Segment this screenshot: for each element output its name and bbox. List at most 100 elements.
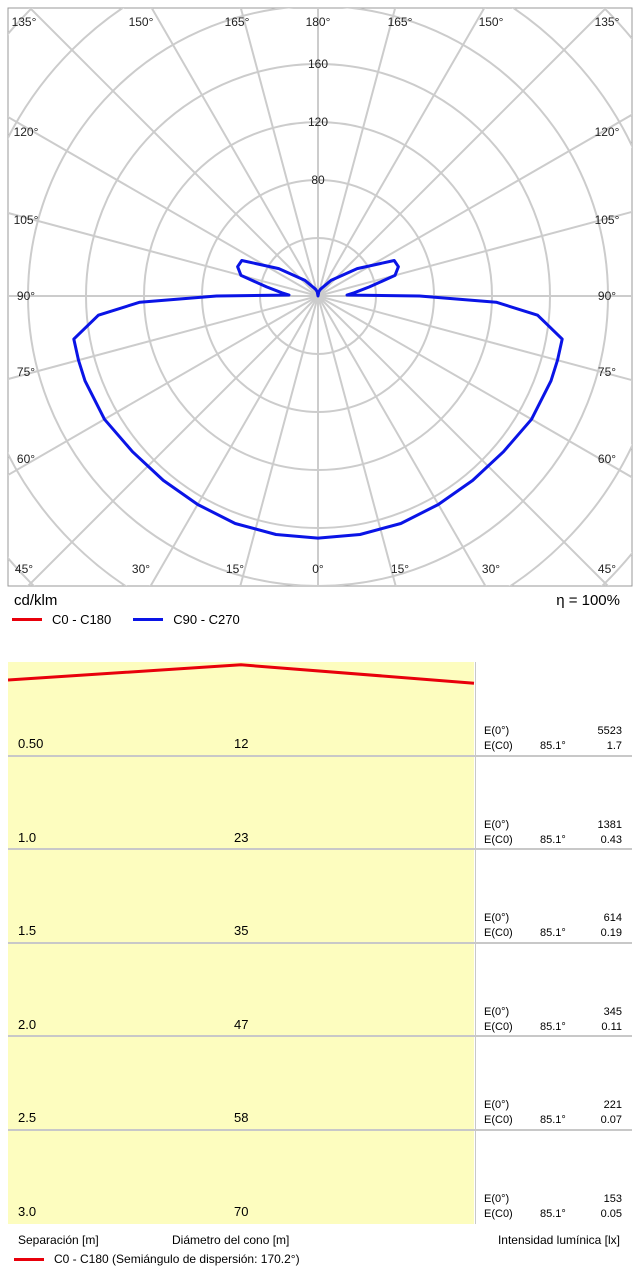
footer-diameter: Diámetro del cono [m] [172,1233,290,1247]
ec0-label: E(C0) [484,833,513,846]
diameter-value: 35 [234,923,249,939]
grid-spoke [28,8,319,297]
polar-grid [8,8,632,586]
ec0-value: 1.7 [606,740,622,752]
half-angle-line [8,663,475,685]
legend-label-c90: C90 - C270 [173,612,240,627]
diameter-value: 47 [234,1016,249,1032]
diameter-value: 58 [234,1110,249,1126]
grid-spoke [150,8,319,297]
row-separator [8,848,632,851]
legend-item-c90: C90 - C270 [133,612,240,627]
angle-label-left: 120° [14,125,39,139]
angle-label-left: 105° [14,213,39,227]
e0-label: E(0°) [484,1099,510,1112]
e0-label: E(0°) [484,1005,510,1018]
grid-spoke [317,8,608,297]
angle-label-left: 90° [17,289,35,303]
grid-spoke [317,295,397,586]
radial-tick-label: 160 [308,57,328,71]
grid-spoke [317,295,487,586]
ec0-label: E(C0) [484,740,513,752]
legend-label-c0: C0 - C180 [52,612,112,627]
ec0-label: E(C0) [484,1020,513,1033]
angle-label-bottom: 45° [598,562,616,576]
grid-spoke [8,295,319,381]
legend-swatch-c90 [133,618,164,621]
ec0-label: E(C0) [484,1114,513,1127]
radial-tick-label: 120 [308,115,328,129]
grid-spoke [149,295,319,586]
polar-legend: C0 - C180 C90 - C270 [12,612,262,627]
e0-value: 221 [603,1099,622,1112]
ec0-value: 0.19 [600,927,622,940]
angle-label-right: 90° [598,289,616,303]
angle-label-bottom: 30° [132,562,150,576]
legend-swatch-c0 [12,618,42,621]
angle-label-top: 165° [388,15,413,29]
separation-value: 3.0 [18,1204,37,1219]
grid-spoke [8,211,319,297]
angle-label-top: 165° [225,15,250,29]
angle-label-left: 75° [17,365,35,379]
e0-value: 153 [603,1193,622,1205]
angle-label-bottom: 15° [226,562,244,576]
angle-label-right: 75° [598,365,616,379]
e0-label: E(0°) [484,1193,510,1205]
ec0-value: 0.11 [601,1020,622,1033]
ec0-angle: 85.1° [540,1020,566,1033]
angle-label-top: 135° [595,15,620,29]
diameter-value: 12 [234,736,249,751]
ec0-value: 0.05 [600,1208,622,1220]
row-separator [8,1129,632,1131]
separation-value: 1.0 [18,829,37,845]
e0-label: E(0°) [484,912,510,925]
angle-label-bottom: 0° [312,562,324,576]
ec0-angle: 85.1° [540,740,566,752]
row-separator [8,1035,632,1038]
cone-row: 1.0 23 E(0°) 1381 E(C0) 85.1° 0.43 [8,756,632,849]
cone-row: 0.50 12 E(0°) 5523 E(C0) 85.1° 1.7 [8,662,632,755]
cone-legend: C0 - C180 (Semiángulo de dispersión: 170… [14,1252,300,1266]
angle-label-bottom: 15° [391,562,409,576]
cone-row: 2.5 58 E(0°) 221 E(C0) 85.1° 0.07 [8,1036,632,1129]
row-separator [8,941,632,944]
ec0-value: 0.43 [600,833,622,846]
angle-label-top: 135° [12,15,37,29]
ec0-label: E(C0) [484,1208,513,1220]
grid-spoke [8,295,319,477]
angle-label-left: 60° [17,452,35,466]
separation-value: 1.5 [18,923,37,939]
grid-spoke [26,295,319,586]
cone-legend-swatch [14,1257,44,1261]
footer-intensity: Intensidad lumínica [lx] [497,1233,620,1247]
angle-label-right: 105° [595,213,620,227]
ec0-value: 0.07 [600,1114,622,1127]
cone-row: 1.5 35 E(0°) 614 E(C0) 85.1° 0.19 [8,849,632,942]
cone-row: 2.0 47 E(0°) 345 E(C0) 85.1° 0.11 [8,943,632,1036]
grid-spoke [317,295,610,586]
cone-diagram: 0.50 12 E(0°) 5523 E(C0) 85.1° 1.7 1.0 23 E(0°) 13… [8,662,632,1224]
radial-tick-label: 80 [311,173,325,187]
ec0-angle: 85.1° [540,1208,566,1220]
separation-value: 0.50 [18,736,44,751]
footer-separation: Separación [m] [18,1233,99,1247]
angle-label-top: 180° [306,15,331,29]
grid-spoke [317,210,632,297]
efficiency-label: η = 100% [556,592,620,609]
e0-value: 5523 [597,725,622,737]
e0-value: 345 [603,1005,622,1018]
cone-line [8,663,475,685]
legend-item-c0: C0 - C180 [12,612,111,627]
angle-label-right: 120° [595,125,620,139]
grid-spoke [317,8,397,297]
ec0-angle: 85.1° [540,1114,566,1127]
grid-spoke [8,115,319,297]
diameter-value: 70 [234,1204,249,1219]
row-separator [8,754,632,757]
grid-spoke [239,295,319,586]
grid-spoke [317,8,486,297]
angle-label-right: 60° [598,452,616,466]
diameter-value: 23 [234,829,249,845]
separation-value: 2.5 [18,1110,37,1126]
